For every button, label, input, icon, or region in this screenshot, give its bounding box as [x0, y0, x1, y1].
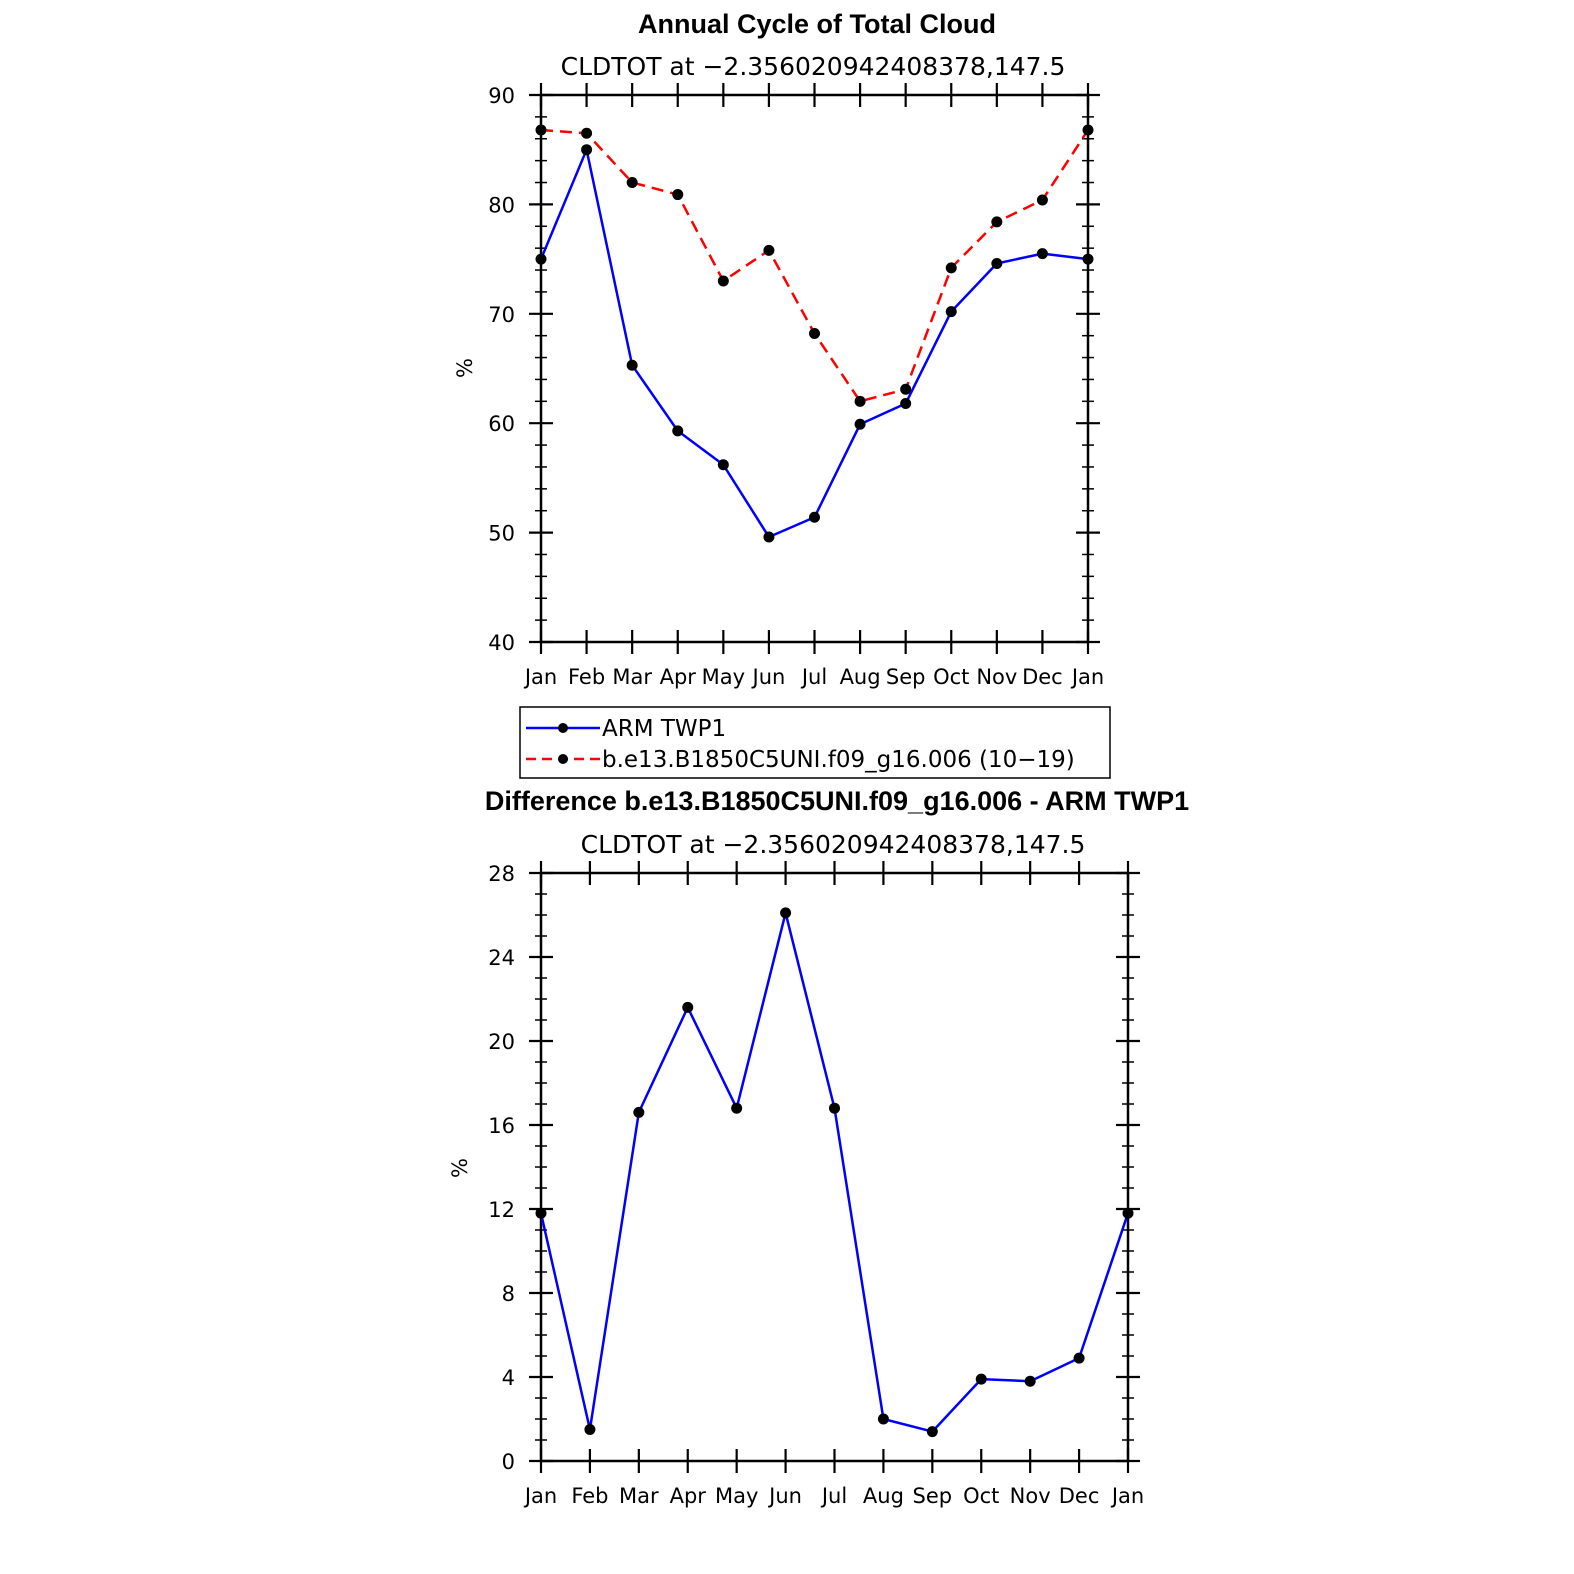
chart2-ytick-label: 24 [488, 946, 515, 970]
chart2-ytick-label: 8 [502, 1282, 515, 1306]
chart2-xtick-label: Apr [670, 1484, 707, 1508]
chart1-series-2-point [581, 127, 593, 139]
chart1-xtick-label: May [702, 665, 745, 689]
chart1-series-1-point [535, 253, 547, 265]
chart2-xtick-label: Dec [1059, 1484, 1100, 1508]
chart1-series-2-point [1036, 194, 1048, 206]
chart2-xtick-label: Feb [571, 1484, 608, 1508]
chart1-series-1-point [672, 425, 684, 437]
chart2-subtitle: CLDTOT at −2.356020942408378,147.5 [581, 830, 1086, 859]
chart1-series-1-point [945, 306, 957, 318]
chart1-xtick-label: Aug [840, 665, 881, 689]
chart2-ytick-label: 0 [502, 1450, 515, 1474]
chart1-ytick-label: 70 [488, 303, 515, 327]
chart-difference: Difference b.e13.B1850C5UNI.f09_g16.006 … [448, 786, 1189, 1508]
chart2-series-1-point [780, 907, 792, 919]
chart1-xtick-label: Feb [568, 665, 605, 689]
chart2-xtick-label: Jan [1110, 1484, 1144, 1508]
chart2-series-1-point [877, 1413, 889, 1425]
chart1-series-1-point [1082, 253, 1094, 265]
chart1-series-2-point [945, 262, 957, 274]
chart2-xtick-label: Aug [863, 1484, 904, 1508]
chart2-ylabel: % [448, 1158, 472, 1178]
chart1-series-2-line [540, 128, 1090, 403]
chart1-xtick-label: Jul [800, 665, 827, 689]
chart1-series-1-point [809, 511, 820, 523]
legend-marker-series-1 [558, 723, 568, 733]
chart2-ytick-label: 16 [488, 1114, 515, 1138]
chart1-xtick-label: Apr [660, 665, 697, 689]
chart1-series-2-point [809, 327, 820, 339]
chart2-series-1-line [539, 911, 1130, 1433]
chart1-xtick-label: Oct [933, 665, 969, 689]
chart1-xtick-label: Nov [976, 665, 1017, 689]
chart1-ytick-label: 90 [488, 84, 515, 108]
chart2-series-1-point [926, 1426, 938, 1438]
chart1-series-1-line [539, 148, 1089, 539]
chart1-series-2-point [672, 189, 684, 201]
chart2-xtick-label: Sep [913, 1484, 953, 1508]
chart2-ytick-label: 20 [488, 1030, 515, 1054]
chart1-series-2-point [854, 395, 866, 407]
chart1-legend: ARM TWP1 b.e13.B1850C5UNI.f09_g16.006 (1… [519, 706, 1111, 779]
chart2-xtick-label: Jan [523, 1484, 557, 1508]
chart1-series-1-point [717, 459, 729, 471]
chart1-xtick-label: Jan [1070, 665, 1104, 689]
chart-annual-cycle: Annual Cycle of Total Cloud CLDTOT at −2… [453, 9, 1111, 779]
chart1-xtick-label: Mar [612, 665, 652, 689]
chart2-series-1-point [975, 1373, 987, 1385]
chart1-series-1-point [1036, 248, 1048, 260]
legend-marker-series-2 [558, 754, 568, 764]
chart2-series-1-point [1024, 1375, 1036, 1387]
legend-label-series-1: ARM TWP1 [602, 716, 726, 742]
chart2-series-1-point [535, 1207, 547, 1219]
chart2-xtick-label: Mar [619, 1484, 659, 1508]
legend-box [519, 706, 1111, 779]
chart2-series-1-point [1122, 1207, 1134, 1219]
chart1-title: Annual Cycle of Total Cloud [638, 9, 996, 39]
chart2-xtick-label: Nov [1010, 1484, 1051, 1508]
chart1-subtitle: CLDTOT at −2.356020942408378,147.5 [561, 52, 1066, 81]
chart1-xtick-label: Jan [523, 665, 557, 689]
chart2-series-1-point [584, 1424, 596, 1435]
chart1-series-1-point [854, 418, 866, 430]
chart1-series-2-point [626, 177, 638, 189]
chart1-series-1-point [581, 144, 593, 156]
chart1-xtick-label: Jun [751, 665, 786, 689]
chart1-series-1-point [626, 359, 638, 371]
chart1-ytick-label: 80 [488, 193, 515, 217]
chart2-ytick-label: 4 [502, 1366, 515, 1390]
chart2-xtick-label: Jun [767, 1484, 802, 1508]
chart1-series-1-point [900, 398, 912, 410]
chart1-series-2-point [763, 244, 775, 256]
chart2-series-1-point [829, 1102, 840, 1114]
chart1-series-2-point [900, 383, 912, 395]
chart2-plot-frame [539, 871, 1130, 1463]
chart1-series-1-point [991, 257, 1003, 269]
chart2-ytick-label: 28 [488, 862, 515, 886]
chart1-series-2-point [717, 275, 729, 287]
chart2-series-1-point [1073, 1352, 1085, 1364]
chart2-xtick-label: May [715, 1484, 758, 1508]
chart2-xtick-label: Jul [820, 1484, 847, 1508]
chart1-series-2-point [1082, 124, 1094, 136]
chart1-plot-frame [539, 93, 1090, 644]
legend-label-series-2: b.e13.B1850C5UNI.f09_g16.006 (10−19) [602, 747, 1075, 773]
chart1-series-1-point [763, 531, 775, 543]
chart1-ytick-label: 50 [488, 522, 515, 546]
chart1-ylabel: % [453, 358, 477, 378]
chart1-series-2-point [991, 216, 1003, 228]
chart2-series-1-point [682, 1001, 694, 1013]
chart1-series-2-point [535, 124, 547, 136]
chart2-title: Difference b.e13.B1850C5UNI.f09_g16.006 … [485, 786, 1189, 816]
chart2-xtick-label: Oct [963, 1484, 999, 1508]
chart2-series-1-point [731, 1102, 743, 1114]
chart2-ytick-label: 12 [488, 1198, 515, 1222]
chart1-xtick-label: Dec [1022, 665, 1063, 689]
chart1-ytick-label: 60 [488, 412, 515, 436]
chart1-xtick-label: Sep [886, 665, 926, 689]
chart2-series-1-point [633, 1106, 645, 1118]
chart1-ytick-label: 40 [488, 631, 515, 655]
